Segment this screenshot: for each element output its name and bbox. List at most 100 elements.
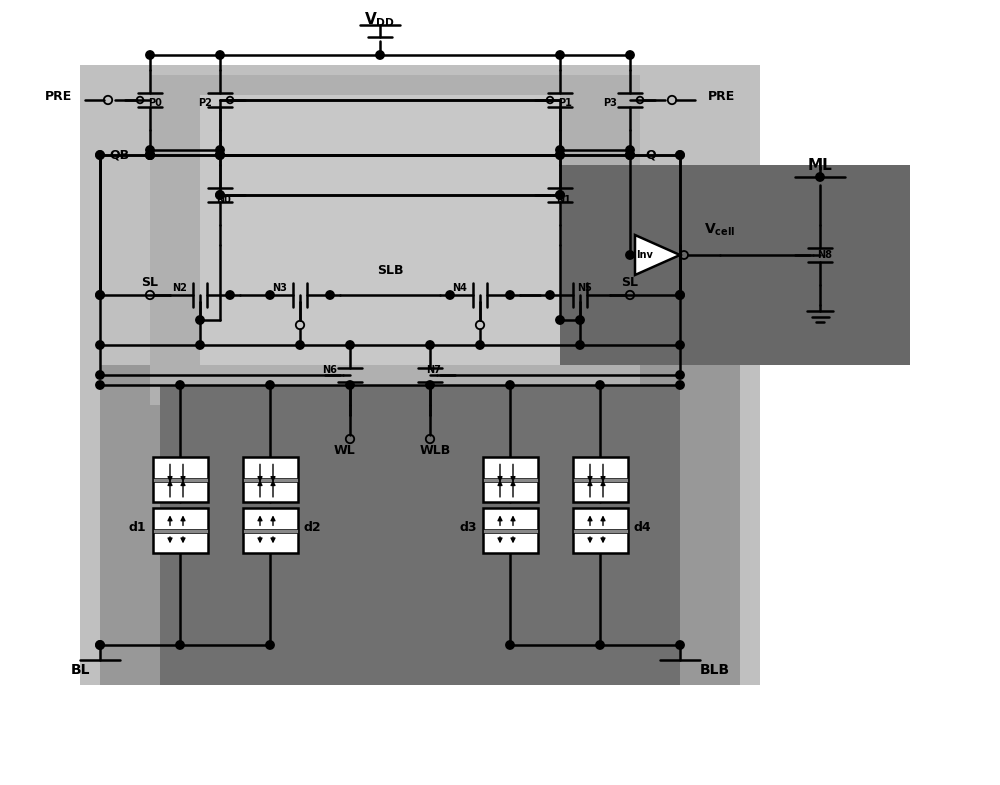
Circle shape [626, 151, 634, 159]
Circle shape [96, 641, 104, 649]
Bar [482, 457, 538, 502]
Circle shape [556, 191, 564, 199]
Bar [242, 508, 298, 553]
Circle shape [676, 341, 684, 349]
Text: N8: N8 [818, 250, 832, 260]
Circle shape [266, 290, 274, 299]
Circle shape [176, 381, 184, 389]
Text: $\mathbf{V_{DD}}$: $\mathbf{V_{DD}}$ [364, 11, 396, 29]
Bar [572, 529, 628, 533]
Bar [152, 478, 208, 482]
Circle shape [546, 290, 554, 299]
Text: Inv: Inv [637, 250, 653, 260]
Circle shape [346, 341, 354, 349]
Circle shape [196, 341, 204, 349]
Circle shape [676, 290, 684, 299]
Text: N7: N7 [427, 365, 441, 375]
Text: PRE: PRE [45, 90, 72, 104]
Circle shape [576, 341, 584, 349]
Text: WLB: WLB [419, 444, 451, 457]
Bar [572, 457, 628, 502]
Circle shape [626, 51, 634, 59]
Text: N6: N6 [323, 365, 337, 375]
Bar [80, 65, 760, 685]
Text: N0: N0 [217, 195, 231, 205]
Circle shape [626, 146, 634, 154]
Circle shape [296, 341, 304, 349]
Circle shape [326, 290, 334, 299]
Circle shape [556, 146, 564, 154]
Text: Q: Q [645, 148, 656, 162]
Circle shape [506, 381, 514, 389]
Circle shape [216, 191, 224, 199]
Bar [150, 75, 640, 405]
Bar [482, 529, 538, 533]
Circle shape [216, 151, 224, 159]
Text: N2: N2 [173, 283, 187, 293]
Circle shape [216, 151, 224, 159]
Bar [572, 478, 628, 482]
Circle shape [96, 381, 104, 389]
Bar [572, 508, 628, 553]
Bar [242, 478, 298, 482]
Bar [200, 95, 560, 365]
Circle shape [216, 146, 224, 154]
Circle shape [96, 371, 104, 379]
Circle shape [376, 51, 384, 59]
Bar [160, 385, 680, 685]
Circle shape [216, 191, 224, 199]
Circle shape [596, 641, 604, 649]
Circle shape [626, 151, 634, 159]
Bar [560, 165, 910, 365]
Circle shape [676, 151, 684, 159]
Circle shape [96, 151, 104, 159]
Bar [482, 478, 538, 482]
Circle shape [266, 381, 274, 389]
Text: P3: P3 [603, 98, 617, 108]
Circle shape [676, 381, 684, 389]
Bar [152, 529, 208, 533]
Polygon shape [635, 235, 680, 275]
Text: N5: N5 [578, 283, 592, 293]
Circle shape [146, 51, 154, 59]
Text: BLB: BLB [700, 663, 730, 677]
Circle shape [676, 641, 684, 649]
Circle shape [506, 290, 514, 299]
Bar [152, 508, 208, 553]
Circle shape [676, 151, 684, 159]
Text: N4: N4 [453, 283, 467, 293]
Text: P2: P2 [198, 98, 212, 108]
Circle shape [216, 51, 224, 59]
Circle shape [626, 250, 634, 259]
Text: P1: P1 [558, 98, 572, 108]
Circle shape [556, 316, 564, 324]
Circle shape [426, 381, 434, 389]
Circle shape [146, 151, 154, 159]
Circle shape [196, 316, 204, 324]
Text: d3: d3 [459, 521, 477, 534]
Bar [482, 508, 538, 553]
Circle shape [96, 290, 104, 299]
Circle shape [96, 290, 104, 299]
Circle shape [216, 151, 224, 159]
Circle shape [556, 191, 564, 199]
Circle shape [146, 151, 154, 159]
Text: QB: QB [110, 148, 130, 162]
Circle shape [556, 151, 564, 159]
Circle shape [146, 146, 154, 154]
Circle shape [146, 151, 154, 159]
Text: WL: WL [334, 444, 356, 457]
Circle shape [226, 290, 234, 299]
Bar [152, 457, 208, 502]
Circle shape [346, 381, 354, 389]
Text: N1: N1 [557, 195, 571, 205]
Text: BL: BL [70, 663, 90, 677]
Text: d1: d1 [129, 521, 146, 534]
Circle shape [96, 641, 104, 649]
Text: d4: d4 [634, 521, 651, 534]
Text: SLB: SLB [377, 264, 403, 276]
Text: ML: ML [808, 158, 832, 173]
Circle shape [556, 51, 564, 59]
Circle shape [266, 641, 274, 649]
Circle shape [556, 151, 564, 159]
